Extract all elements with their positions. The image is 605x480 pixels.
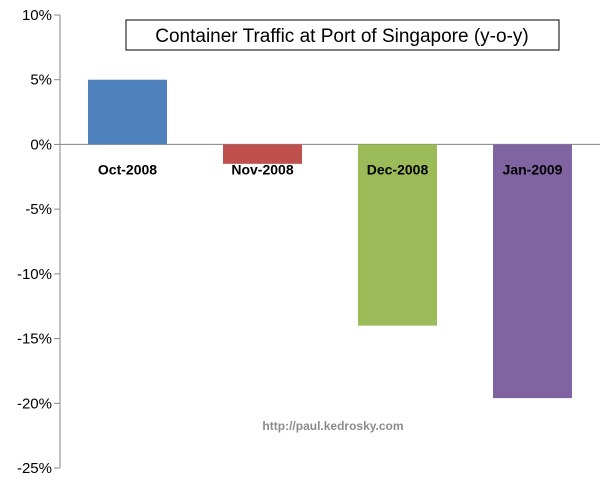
y-tick-label: -25%: [17, 460, 52, 477]
chart-title-text: Container Traffic at Port of Singapore (…: [155, 26, 528, 47]
y-tick-label: 0%: [30, 136, 52, 153]
category-label: Jan-2009: [503, 161, 563, 177]
y-tick-label: 10%: [22, 7, 52, 24]
category-label: Nov-2008: [231, 161, 293, 177]
chart-title: Container Traffic at Port of Singapore (…: [125, 19, 560, 51]
bar-nov-2008: [223, 144, 302, 164]
bar-dec-2008: [358, 144, 437, 326]
y-tick-label: -20%: [17, 395, 52, 412]
category-label: Oct-2008: [98, 161, 157, 177]
bar-oct-2008: [88, 79, 167, 145]
category-label: Dec-2008: [367, 161, 429, 177]
y-tick-label: -15%: [17, 331, 52, 348]
bar-jan-2009: [493, 144, 572, 399]
y-tick-label: -5%: [25, 201, 52, 218]
y-axis: 10% 5% 0% -5% -10% -15% -20% -25%: [17, 7, 600, 477]
bars: [88, 79, 572, 399]
y-tick-label: 5%: [30, 72, 52, 89]
chart-title-box: [125, 19, 560, 51]
category-labels: Oct-2008 Nov-2008 Dec-2008 Jan-2009: [98, 161, 563, 177]
watermark-url: http://paul.kedrosky.com: [262, 419, 403, 433]
y-tick-label: -10%: [17, 266, 52, 283]
